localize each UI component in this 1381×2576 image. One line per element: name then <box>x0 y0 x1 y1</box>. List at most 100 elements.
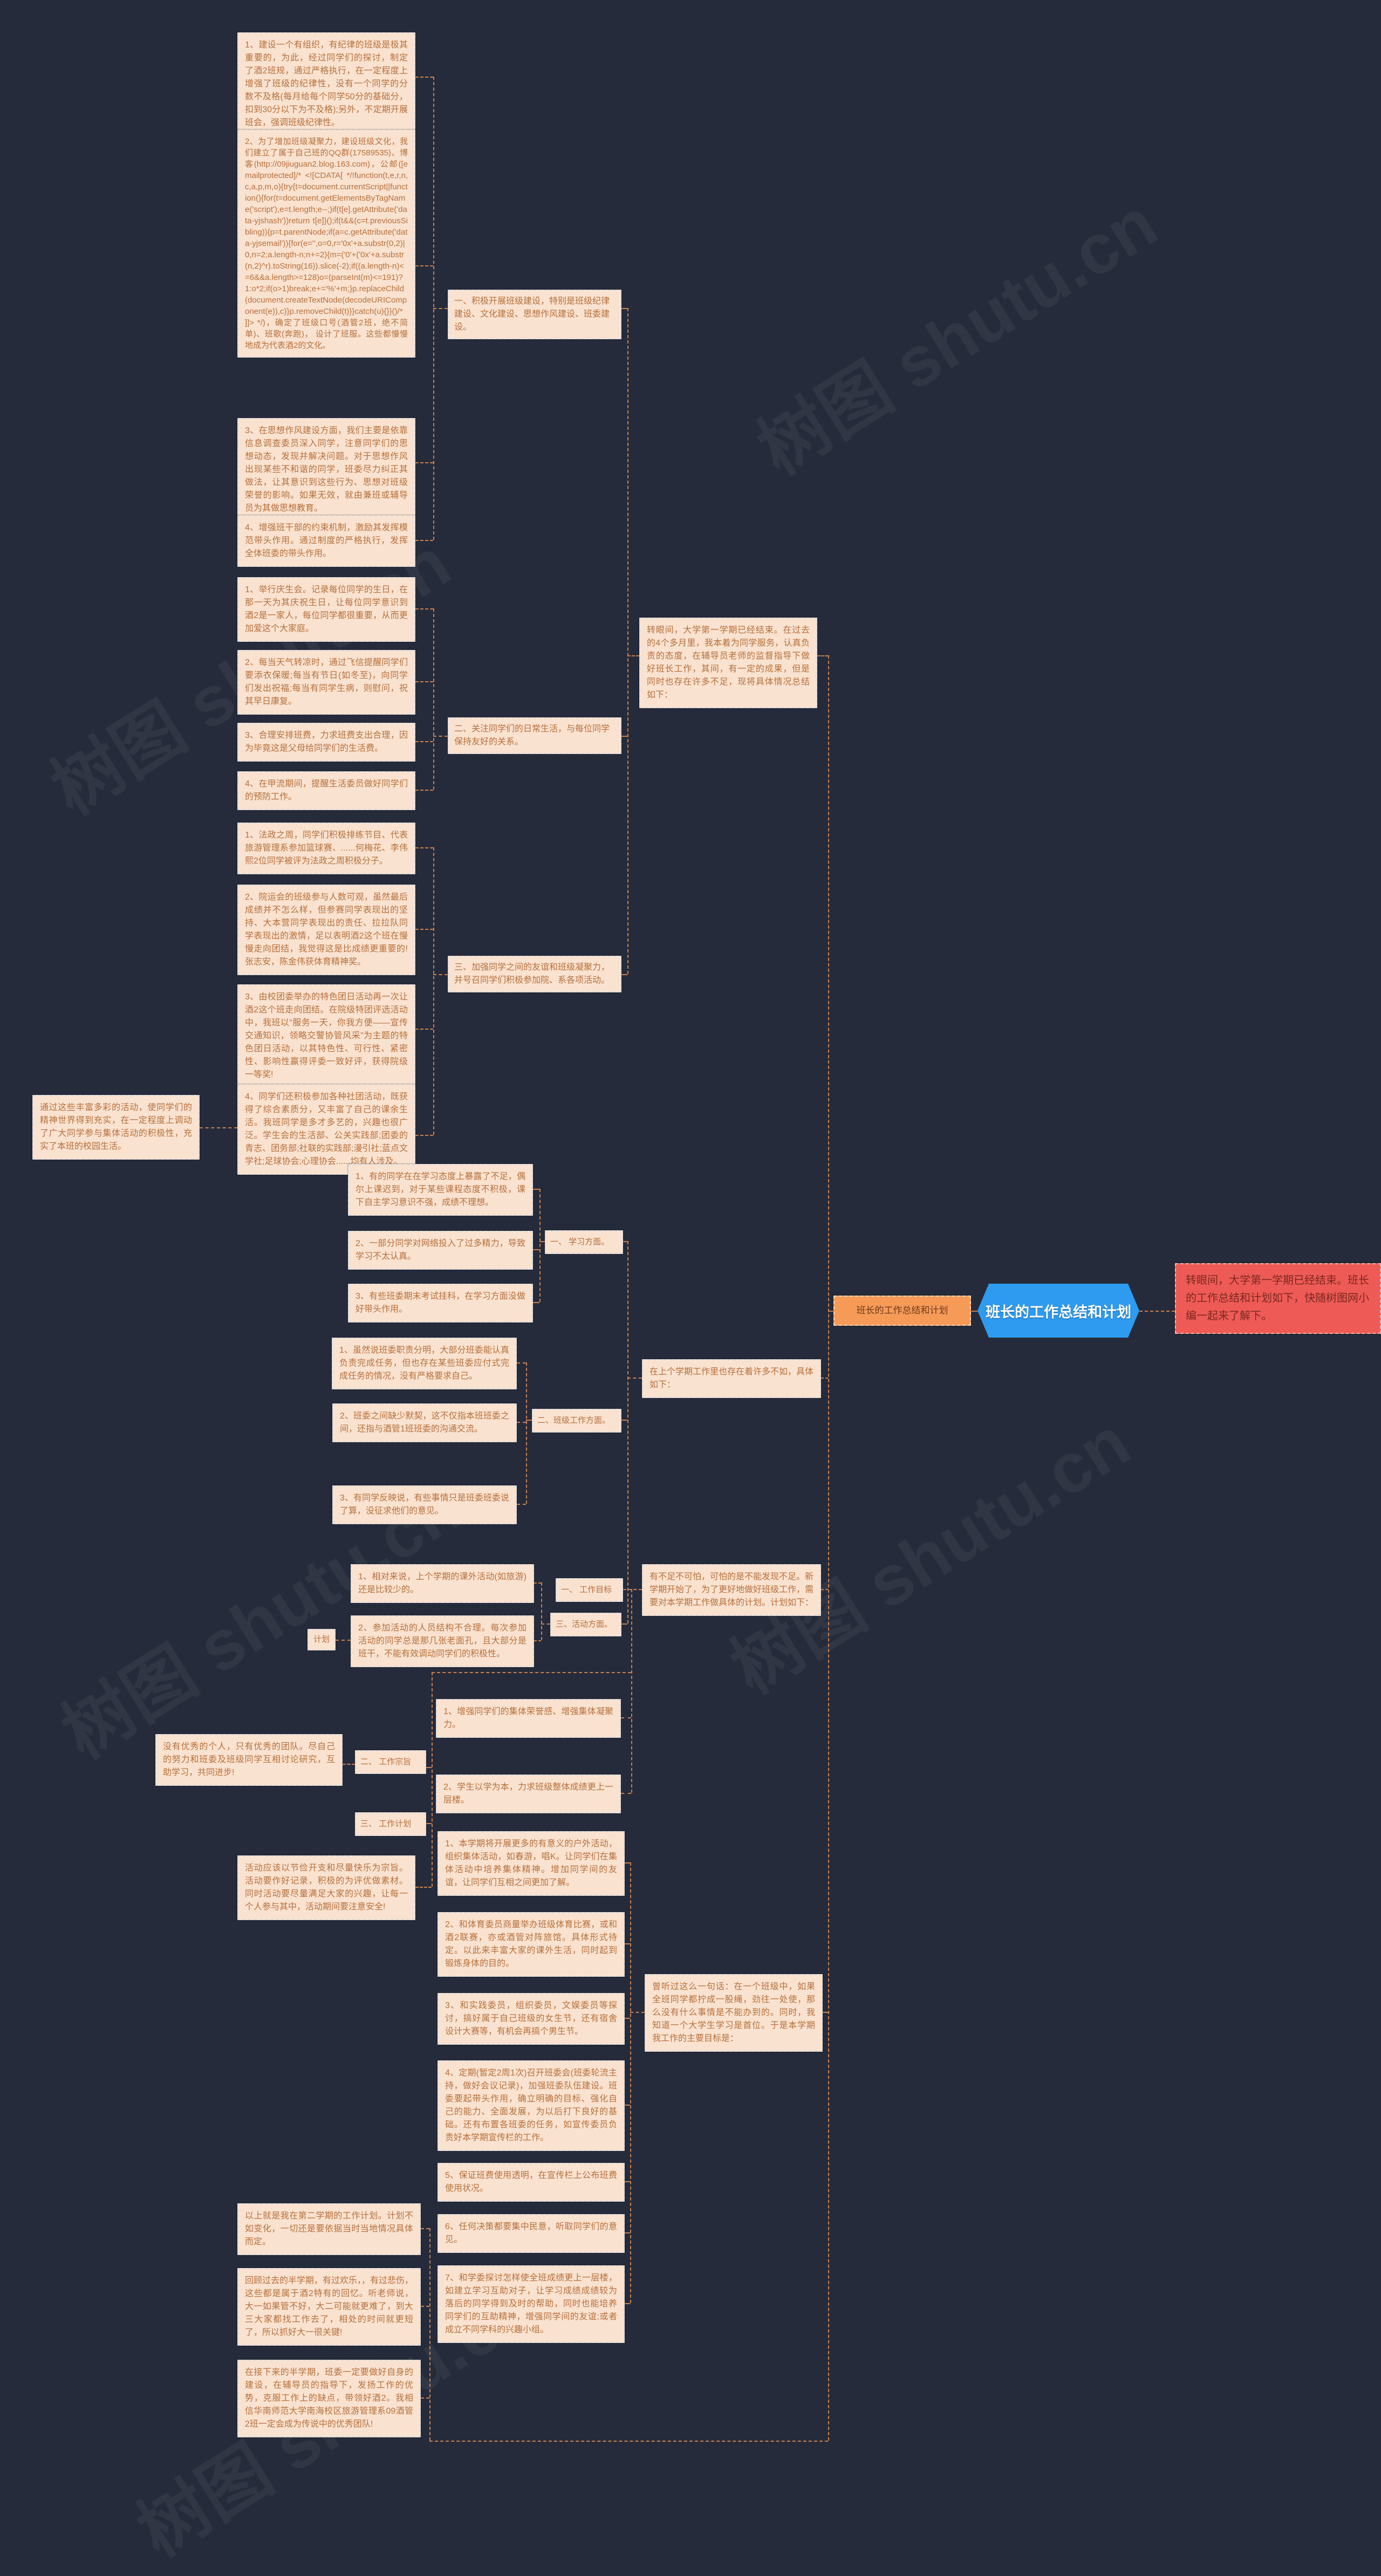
connector <box>415 265 433 266</box>
goal-study-first[interactable]: 2、学生以学为本，力求班级整体成绩更上一层楼。 <box>436 1775 621 1813</box>
connector <box>625 2303 630 2304</box>
connector <box>517 1504 526 1505</box>
closing-review[interactable]: 回顾过去的半学期，有过欢乐，，有过悲伤，这些都是属于酒2特有的回忆。听老师说，大… <box>237 2268 421 2346</box>
plan-item-committee-meeting[interactable]: 4、定期(暂定2周1次)召开班委会(班委轮流主持，做好会议记录)，加强班委队伍建… <box>437 2060 625 2151</box>
summary-overview[interactable]: 转眼间，大学第一学期已经结束。在过去的4个多月里，我本着为同学服务，认真负责的态… <box>639 618 817 708</box>
work-issue-rapport[interactable]: 2、班委之间缺少默契，这不仅指本班班委之间，还指与酒管1班班委的沟通交流。 <box>332 1403 517 1442</box>
connector <box>429 2441 828 2442</box>
center-topic[interactable]: 班长的工作总结和计划 <box>977 1284 1139 1338</box>
note-league-day[interactable]: 3、由校团委举办的特色团日活动再一次让酒2这个班走向团结。在院级特团评选活动中，… <box>237 984 415 1088</box>
connector <box>828 1311 833 1312</box>
plan-intro[interactable]: 有不足不可怕，可怕的是不能发现不足。新学期开始了，为了更好地做好班级工作，需要对… <box>642 1564 821 1616</box>
branch-activity-aspect[interactable]: 三、活动方面。 <box>550 1613 621 1636</box>
connector <box>343 1764 355 1765</box>
connector <box>621 1420 627 1421</box>
connector <box>415 77 433 78</box>
connector <box>1139 1311 1175 1312</box>
intro-note[interactable]: 转眼间，大学第一学期已经结束。班长的工作总结和计划如下，快随树图网小编一起来了解… <box>1175 1263 1381 1334</box>
connector <box>630 1862 631 2303</box>
branch-work-purpose[interactable]: 二、 工作宗旨 <box>355 1750 426 1774</box>
connector <box>625 2018 630 2019</box>
branch-class-construction[interactable]: 一、积极开展班级建设，特别是班级纪律建设、文化建设、思想作风建设、班委建设。 <box>448 290 621 339</box>
note-weather-care[interactable]: 2、每当天气转凉时，通过飞信提醒同学们要添衣保暖;每当有节日(如冬至)，向同学们… <box>237 650 415 715</box>
closing-outlook[interactable]: 在接下来的半学期，班委一定要做好自身的建设，在辅导员的指导下，发扬工作的优势，克… <box>237 2360 421 2437</box>
connector <box>625 2232 630 2234</box>
branch-study-aspect[interactable]: 一、 学习方面。 <box>545 1230 623 1254</box>
activity-issue-few[interactable]: 1、相对来说，上个学期的课外活动(如旅游)还是比较少的。 <box>351 1564 534 1603</box>
study-issue-attitude[interactable]: 1、有的同学在在学习态度上暴露了不足，偶尔上课迟到，对于某些课程态度不积极，课下… <box>348 1164 533 1216</box>
connector <box>421 2306 429 2307</box>
connector <box>971 1311 977 1312</box>
note-ideology-building[interactable]: 3、在思想作风建设方面，我们主要是依靠信息调查委员深入同学，注意同学们的思想动态… <box>237 418 415 522</box>
connector <box>426 1823 432 1824</box>
connector <box>534 1640 541 1641</box>
purpose-note[interactable]: 没有优秀的个人，只有优秀的团队。尽自己的努力和班委及班级同学互相讨论研究，互助学… <box>155 1734 343 1786</box>
connector <box>534 1582 541 1584</box>
work-issue-perfunctory[interactable]: 1、虽然说班委职责分明，大部分班委能认真负责完成任务，但也存在某些班委应付式完成… <box>332 1338 517 1389</box>
connector <box>415 462 433 463</box>
connector <box>432 1672 631 1673</box>
mindmap-canvas: 树图 shutu.cn 树图 shutu.cn 树图 shutu.cn 树图 s… <box>32 32 1381 2571</box>
connector <box>421 2228 429 2229</box>
connector <box>623 1589 642 1590</box>
connector <box>541 1623 550 1625</box>
note-class-fund[interactable]: 3、合理安排班费，力求班费支出合理，因为毕竟这是父母给同学们的生活费。 <box>237 723 415 762</box>
connector <box>200 1127 237 1128</box>
connector <box>421 2397 429 2399</box>
root-topic[interactable]: 班长的工作总结和计划 <box>833 1296 971 1326</box>
note-cadre-mechanism[interactable]: 4、增强班干部的约束机制，激励其发挥模范带头作用。通过制度的严格执行，发挥全体班… <box>237 515 415 567</box>
note-birthday-party[interactable]: 1、举行庆生会。记录每位同学的生日，在那一天为其庆祝生日，让每位同学意识到酒2是… <box>237 577 415 642</box>
connector <box>415 540 433 541</box>
branch-daily-life[interactable]: 二、关注同学们的日常生活，与每位同学保持友好的关系。 <box>448 717 621 754</box>
note-class-culture[interactable]: 2、为了增加班级凝聚力，建设班级文化，我们建立了属于自己班的QQ群(175895… <box>237 129 415 358</box>
connector <box>433 308 448 309</box>
connector <box>621 1717 631 1718</box>
plan-item-fund-transparency[interactable]: 5、保证班费使用透明，在宣传栏上公布班费使用状况。 <box>437 2163 625 2202</box>
note-activity-effect[interactable]: 通过这些丰富多彩的活动，使同学们的精神世界得到充实，在一定程度上调动了广大同学参… <box>32 1095 200 1160</box>
branch-work-plan[interactable]: 三、 工作计划 <box>355 1812 426 1836</box>
connector <box>526 1362 527 1504</box>
study-issue-internet[interactable]: 2、一部分同学对网络投入了过多精力，导致学习不太认真。 <box>348 1231 533 1270</box>
note-law-week[interactable]: 1、法政之周，同学们积极排练节目、代表旅游管理系参加篮球赛、......何梅花、… <box>237 823 415 874</box>
connector <box>433 847 434 1135</box>
connector <box>625 2181 630 2182</box>
connector <box>433 974 448 975</box>
shortcomings-intro[interactable]: 在上个学期工作里也存在着许多不如，具体如下： <box>642 1359 821 1398</box>
connector <box>631 1589 632 1793</box>
goal-honor-cohesion[interactable]: 1、增强同学们的集体荣誉感、增强集体凝聚力。 <box>436 1699 621 1738</box>
plan-item-public-opinion[interactable]: 6、任何决策都要集中民意，听取同学们的意见。 <box>437 2214 625 2253</box>
connector <box>517 1422 526 1423</box>
plan-item-outdoor[interactable]: 1、本学期将开展更多的有意义的户外活动，组织集体活动，如春游，唱K。让同学们在集… <box>437 1831 625 1896</box>
closing-plan-note[interactable]: 以上就是我在第二学期的工作计划。计划不如变化，一切还是要依据当时当地情况具体而定… <box>237 2203 421 2255</box>
connector <box>621 1623 627 1625</box>
activity-issue-structure[interactable]: 2、参加活动的人员结构不合理。每次参加活动的同学总是那几张老面孔，且大部分是班干… <box>351 1615 534 1667</box>
branch-class-work-aspect[interactable]: 二、班级工作方面。 <box>532 1409 621 1433</box>
connector <box>433 736 448 737</box>
connector <box>415 681 433 682</box>
connector <box>621 736 627 737</box>
connector <box>415 929 433 930</box>
plan-item-sports[interactable]: 2、和体育委员商量举办班级体育比赛，或和酒2联赛，亦或酒管对阵旅馆。具体形式待定… <box>437 1912 625 1977</box>
plan-item-festivals[interactable]: 3、和实践委员，组织委员，文娱委员等探讨，搞好属于自己班级的女生节，还有宿舍设计… <box>437 1993 625 2045</box>
study-issue-committee-fail[interactable]: 3、有些班委期末考试挂科，在学习方面没做好带头作用。 <box>348 1284 533 1323</box>
note-sports-meet[interactable]: 2、院运会的班级参与人数可观，虽然最后成绩并不怎么样，但参赛同学表现出的坚持、大… <box>237 885 415 975</box>
note-club-activities[interactable]: 4、同学们还积极参加各种社团活动，既获得了综合素质分，又丰富了自己的课余生活。我… <box>237 1084 415 1175</box>
activity-principle-note[interactable]: 活动应该以节俭开支和尽量快乐为宗旨。活动要作好记录，积极的为评优做素材。同时活动… <box>237 1855 415 1920</box>
connector <box>621 308 627 309</box>
plan-tag[interactable]: 计划 <box>307 1629 336 1650</box>
connector <box>432 1672 433 1887</box>
plan-item-study-pairs[interactable]: 7、和学委探讨怎样使全班成绩更上一层楼，如建立学习互助对子，让学习成绩成绩较为落… <box>437 2265 625 2343</box>
connector <box>415 1887 432 1888</box>
goal-statement[interactable]: 曾听过这么一句话：在一个班级中，如果全班同学都拧成一股绳，劲往一处使，那么没有什… <box>645 1974 823 2052</box>
note-flu-prevention[interactable]: 4、在甲流期间，提醒生活委员做好同学们的预防工作。 <box>237 771 415 810</box>
branch-friendship-cohesion[interactable]: 三、加强同学之间的友谊和班级凝聚力，并号召同学们积极参加院、系各项活动。 <box>448 956 621 992</box>
connector <box>429 2228 430 2441</box>
connector <box>336 1640 351 1641</box>
connector <box>533 1189 539 1190</box>
connector <box>627 1241 628 1623</box>
connector <box>817 655 828 656</box>
connector <box>627 655 639 656</box>
work-issue-no-consult[interactable]: 3、有同学反映说，有些事情只是班委班委说了算，没征求他们的意见。 <box>332 1485 517 1524</box>
note-class-rules[interactable]: 1、建设一个有组织，有纪律的班级是极其重要的，为此，经过同学们的探讨，制定了酒2… <box>237 32 415 136</box>
branch-work-goal[interactable]: 一、 工作目标 <box>556 1578 623 1602</box>
